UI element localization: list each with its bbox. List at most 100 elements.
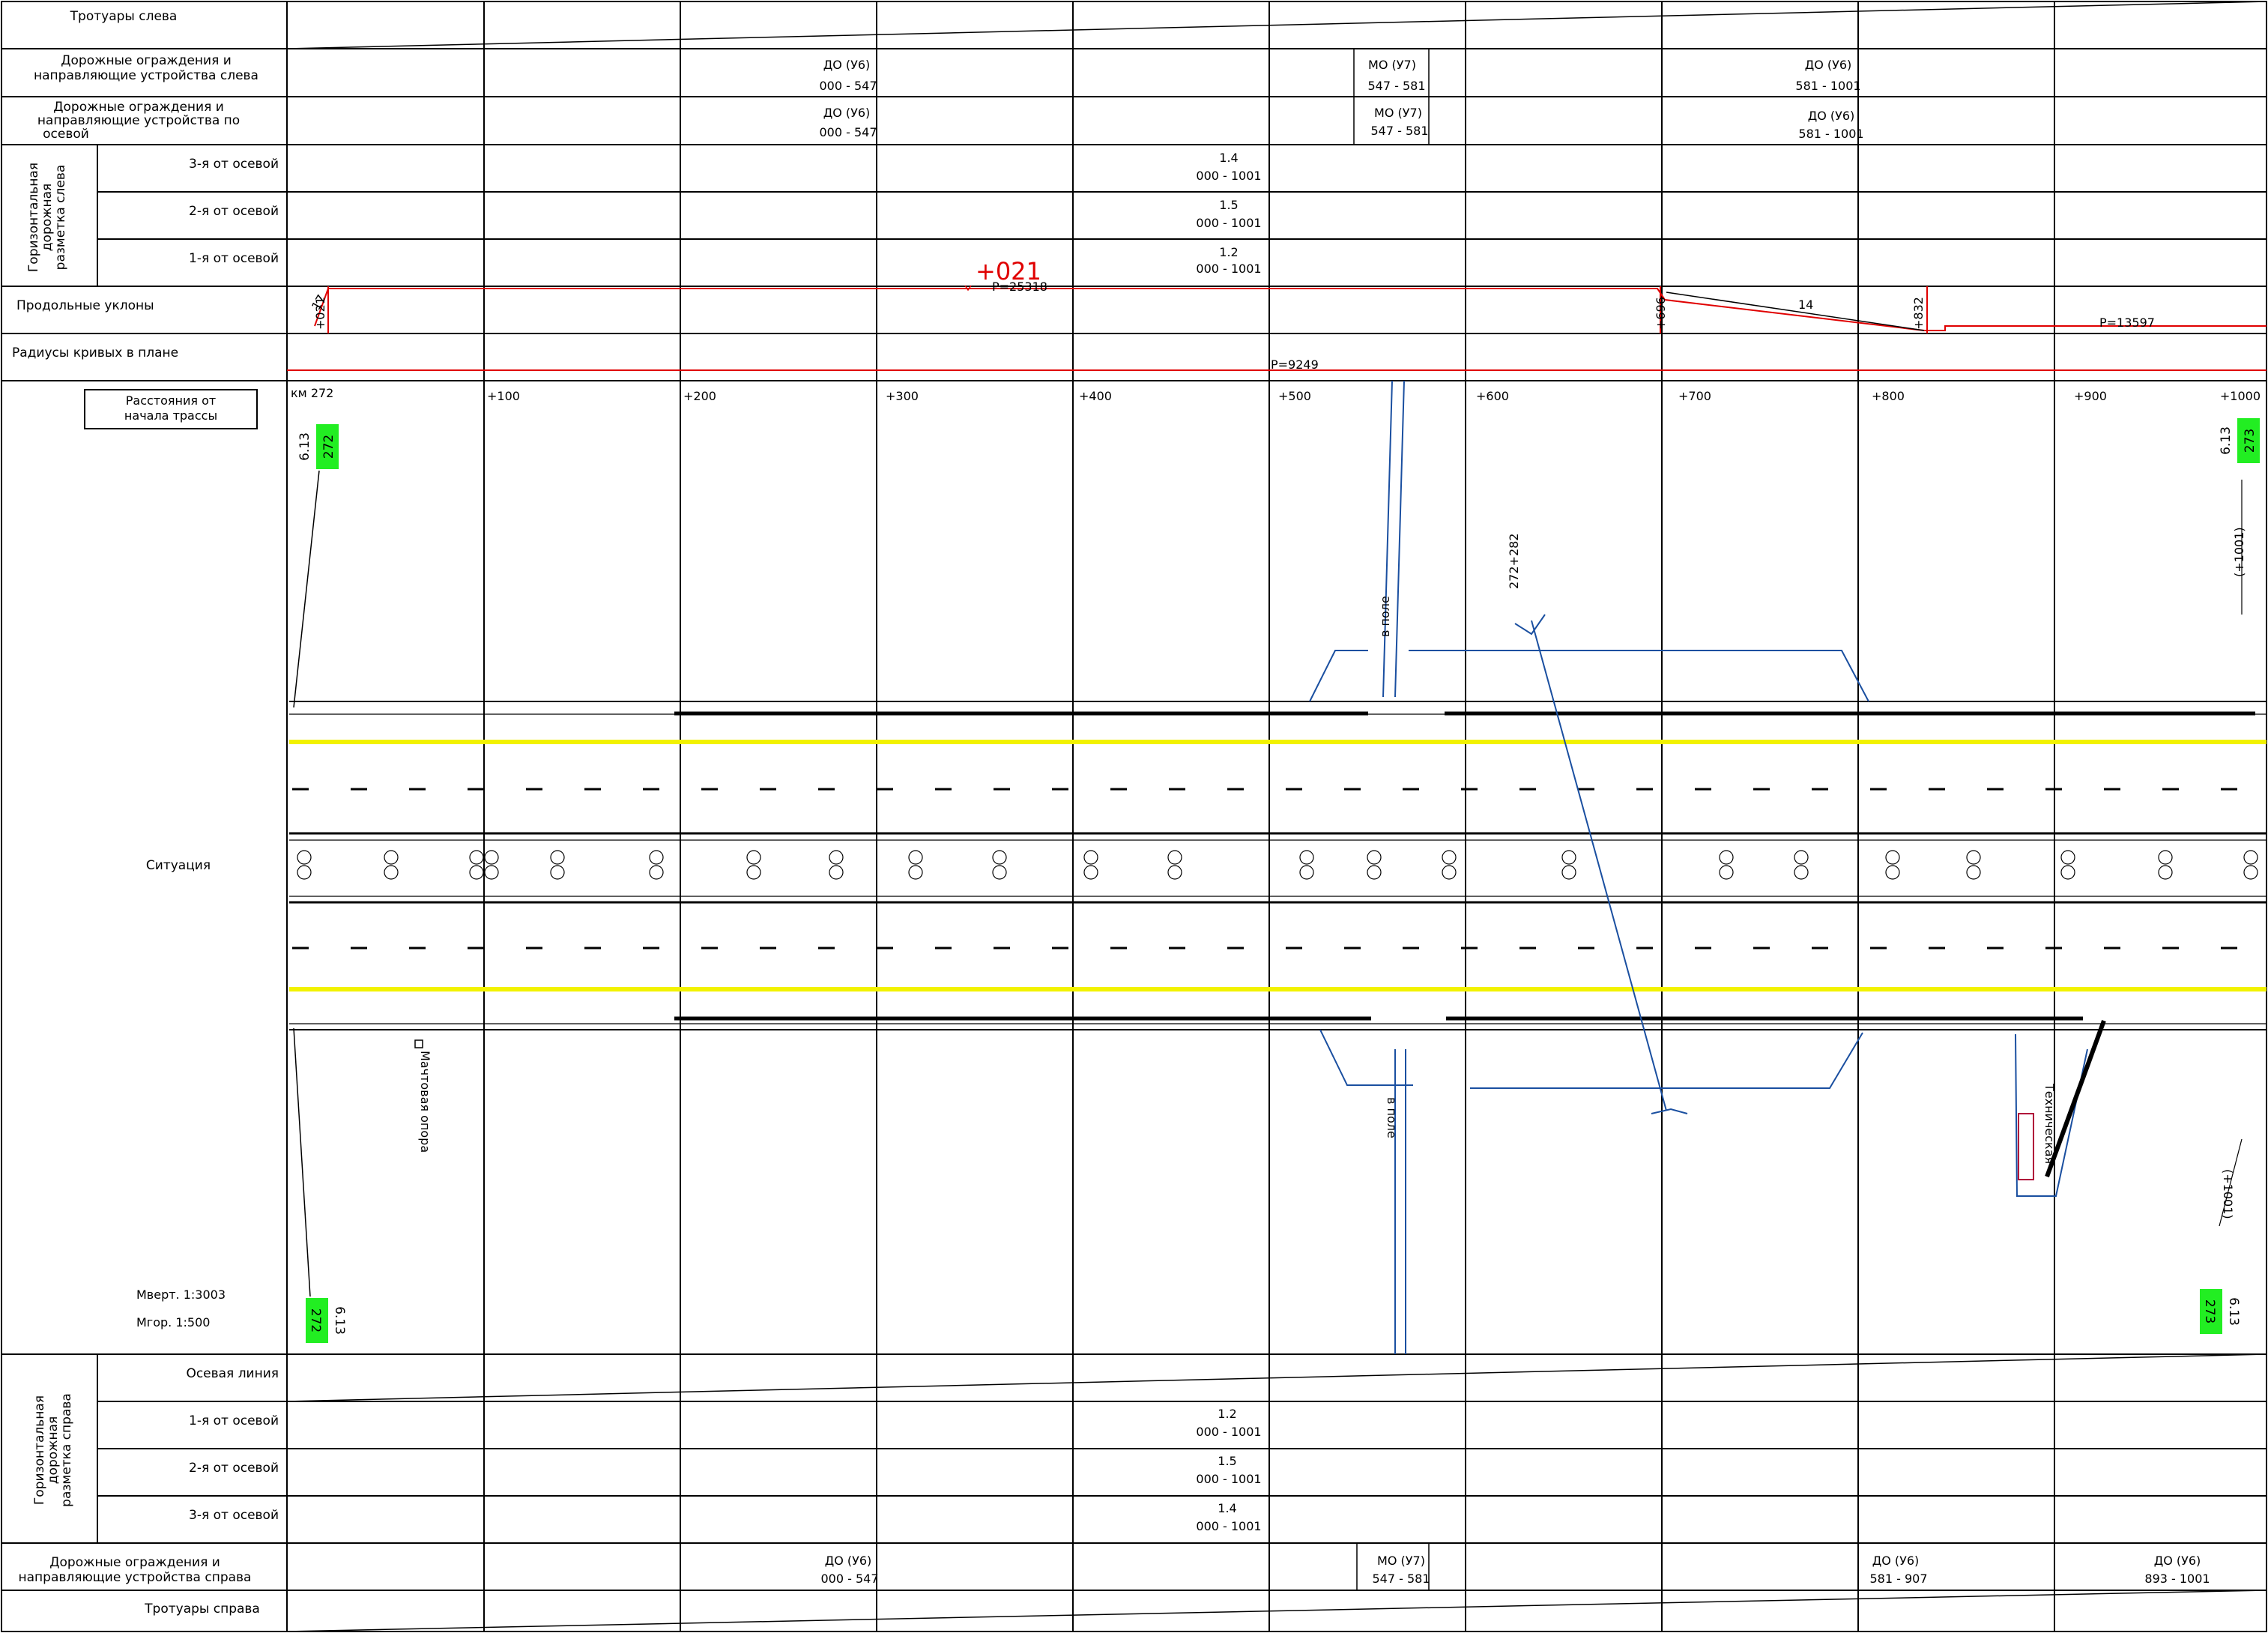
- svg-text:6.13: 6.13: [2219, 426, 2234, 455]
- svg-text:дорожная: дорожная: [40, 184, 55, 251]
- marking-right-1-label: 1-я от осевой: [189, 1413, 279, 1428]
- station-1000: +1000: [2220, 389, 2261, 403]
- median-trees: [297, 850, 2258, 880]
- svg-text:000 - 1001: 000 - 1001: [1196, 1472, 1261, 1486]
- svg-text:1.2: 1.2: [1218, 1407, 1236, 1421]
- barriers-right-label-2: направляющие устройства справа: [19, 1570, 252, 1585]
- top-row-labels: Тротуары слева Дорожные ограждения и нап…: [12, 9, 279, 360]
- svg-text:581 - 1001: 581 - 1001: [1798, 127, 1863, 141]
- station-900: +900: [2074, 389, 2107, 403]
- marking-right-group-label: Горизонтальная дорожная разметка справа: [32, 1393, 74, 1507]
- svg-text:1.5: 1.5: [1219, 198, 1238, 212]
- svg-text:273: 273: [2243, 429, 2258, 453]
- axis-line-label: Осевая линия: [186, 1366, 279, 1381]
- svg-text:разметка слева: разметка слева: [53, 165, 68, 271]
- to-field-bottom: в поле: [1385, 1097, 1399, 1138]
- svg-text:272: 272: [321, 435, 336, 459]
- svg-text:ДО (У6): ДО (У6): [823, 58, 871, 72]
- svg-text:Горизонтальная: Горизонтальная: [26, 163, 41, 272]
- svg-text:дорожная: дорожная: [46, 1416, 61, 1484]
- station-600: +600: [1476, 389, 1509, 403]
- km-sign-272-top: 272 6.13: [297, 424, 339, 469]
- culverts: [1309, 380, 2088, 1354]
- plan-radius-row: Р=9249: [287, 357, 2267, 372]
- plan-radius-label: Р=9249: [1271, 357, 1319, 372]
- svg-text:разметка справа: разметка справа: [59, 1393, 74, 1507]
- svg-text:ДО (У6): ДО (У6): [1872, 1554, 1920, 1568]
- svg-text:ДО (У6): ДО (У6): [823, 106, 871, 120]
- station-800: +800: [1872, 389, 1905, 403]
- svg-text:893 - 1001: 893 - 1001: [2144, 1572, 2210, 1586]
- svg-text:ДО (У6): ДО (У6): [825, 1554, 872, 1568]
- empty-row-diagonals: [286, 1, 2267, 1632]
- marking-left-values: 1.4 000 - 1001 1.5 000 - 1001 1.2 000 - …: [1196, 151, 1261, 276]
- lane-dashes: [292, 788, 2267, 950]
- svg-text:547 - 581: 547 - 581: [1372, 1572, 1430, 1586]
- svg-text:1.5: 1.5: [1218, 1454, 1236, 1468]
- svg-text:6.13: 6.13: [332, 1306, 347, 1335]
- barriers-axis-label-3: осевой: [43, 127, 89, 142]
- marking-left-group-label: Горизонтальная дорожная разметка слева: [26, 163, 68, 272]
- svg-text:547 - 581: 547 - 581: [1370, 124, 1428, 138]
- barriers-axis-values: ДО (У6) 000 - 547 МО (У7) 547 - 581 ДО (…: [819, 106, 1863, 141]
- marking-left-3-label: 3-я от осевой: [189, 157, 279, 172]
- station-km: км 272: [291, 386, 333, 400]
- slopes-label: Продольные уклоны: [16, 298, 154, 313]
- barriers-right-values: ДО (У6) 000 - 547 МО (У7) 547 - 581 ДО (…: [820, 1554, 2210, 1586]
- marking-right-2-label: 2-я от осевой: [189, 1461, 279, 1476]
- station-100: +100: [487, 389, 520, 403]
- marking-left-2-label: 2-я от осевой: [189, 204, 279, 219]
- svg-text:1.4: 1.4: [1218, 1501, 1236, 1515]
- km-sign-273-bottom: 273 6.13: [2200, 1289, 2241, 1334]
- station-300: +300: [886, 389, 919, 403]
- svg-text:6.13: 6.13: [2226, 1297, 2241, 1326]
- marking-right-values: 1.2 000 - 1001 1.5 000 - 1001 1.4 000 - …: [1196, 1407, 1261, 1533]
- svg-text:ДО (У6): ДО (У6): [1808, 109, 1855, 123]
- sidewalk-left-label: Тротуары слева: [70, 9, 178, 24]
- situation-section: Расстояния от начала трассы км 272 +100 …: [84, 380, 2267, 1354]
- svg-text:000 - 1001: 000 - 1001: [1196, 262, 1261, 276]
- barriers-axis-label-1: Дорожные ограждения и: [53, 100, 224, 115]
- svg-text:000 - 547: 000 - 547: [820, 1572, 878, 1586]
- svg-text:1.2: 1.2: [1219, 245, 1238, 259]
- svg-text:581 - 1001: 581 - 1001: [1795, 79, 1860, 93]
- barriers-left-values: ДО (У6) 000 - 547 МО (У7) 547 - 581 ДО (…: [819, 58, 1860, 93]
- marking-right-3-label: 3-я от осевой: [189, 1508, 279, 1523]
- km-sign-273-top: 273 6.13: [2219, 418, 2260, 463]
- technical-label: Техническая: [2042, 1083, 2057, 1164]
- station-500: +500: [1278, 389, 1311, 403]
- svg-text:000 - 1001: 000 - 1001: [1196, 169, 1261, 183]
- barriers-left-label-2: направляющие устройства слева: [34, 68, 258, 83]
- svg-text:Горизонтальная: Горизонтальная: [32, 1395, 47, 1505]
- radii-label: Радиусы кривых в плане: [12, 345, 178, 360]
- bottom-row-labels: Горизонтальная дорожная разметка справа …: [19, 1366, 279, 1617]
- svg-text:ДО (У6): ДО (У6): [1805, 58, 1852, 72]
- svg-text:1.4: 1.4: [1219, 151, 1238, 165]
- barriers-left-label-1: Дорожные ограждения и: [61, 53, 232, 68]
- station-200: +200: [683, 389, 716, 403]
- distance-box-line2: начала трассы: [124, 408, 217, 423]
- yellow-marking: [289, 740, 2267, 991]
- svg-text:000 - 1001: 000 - 1001: [1196, 1425, 1261, 1439]
- svg-text:6.13: 6.13: [297, 432, 312, 461]
- svg-text:581 - 907: 581 - 907: [1869, 1572, 1927, 1586]
- longitudinal-profile: +021 Р=25318 14 Р=13597 17 +021 +696 +83…: [309, 257, 2267, 333]
- svg-text:МО (У7): МО (У7): [1377, 1554, 1425, 1568]
- profile-radius-top: Р=25318: [992, 280, 1047, 294]
- plus-1001-bottom: (+1001): [2221, 1169, 2235, 1219]
- scale-horizontal: Мгор. 1:500: [136, 1315, 210, 1329]
- to-field-top: в поле: [1378, 596, 1392, 637]
- svg-text:272: 272: [308, 1308, 323, 1332]
- svg-text:000 - 1001: 000 - 1001: [1196, 1519, 1261, 1533]
- svg-text:000 - 547: 000 - 547: [819, 125, 877, 139]
- mast-label: Мачтовая опора: [418, 1051, 432, 1153]
- svg-text:000 - 547: 000 - 547: [819, 79, 877, 93]
- svg-text:МО (У7): МО (У7): [1374, 106, 1422, 120]
- sidewalk-right-label: Тротуары справа: [144, 1602, 260, 1617]
- profile-mark-832: +832: [1911, 297, 1926, 330]
- plus-1001-top: (+1001): [2232, 527, 2246, 577]
- svg-text:273: 273: [2202, 1300, 2217, 1323]
- guard-rails: [674, 711, 2255, 1021]
